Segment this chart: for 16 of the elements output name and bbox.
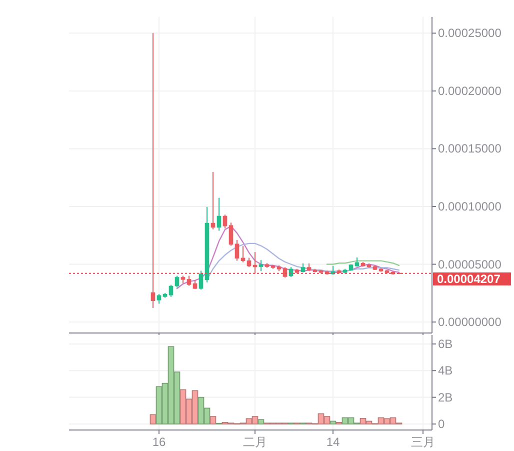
ref-line-label: 0.00004207 [437, 272, 501, 286]
x-tick-label: 16 [152, 435, 166, 449]
y-tick-label: 0.00000000 [438, 315, 502, 330]
y-tick-label: 0.00005000 [438, 257, 502, 272]
y-tick-label: 6B [438, 336, 453, 351]
y-tick-label: 0.00025000 [438, 26, 502, 40]
x-tick-label: 三月 [411, 435, 435, 449]
ref-line-label: 0.00004207 [433, 272, 511, 286]
x-tick-label: 二月 [243, 435, 267, 449]
y-tick-label: 0.00020000 [438, 84, 502, 98]
y-tick-label: 0.00015000 [438, 142, 502, 156]
y-tick-label: 4B [438, 364, 453, 378]
x-tick-label: 14 [326, 435, 340, 449]
y-tick-label: 2B [438, 390, 453, 404]
y-tick-label: 0 [438, 417, 445, 431]
y-tick-label: 0.00010000 [438, 199, 502, 214]
